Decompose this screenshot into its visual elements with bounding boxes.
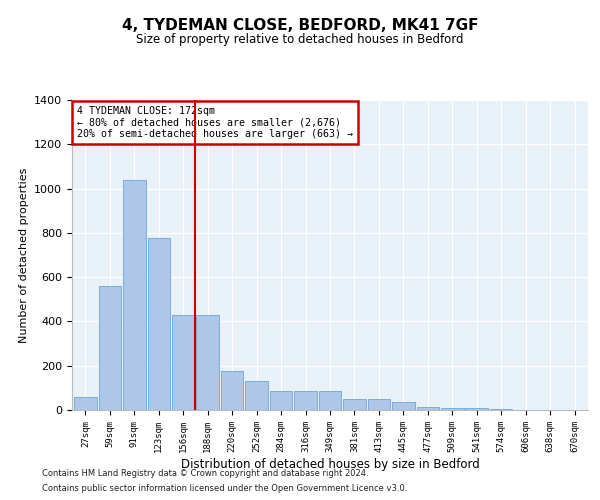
Bar	[490, 409, 512, 410]
Text: Contains HM Land Registry data © Crown copyright and database right 2024.: Contains HM Land Registry data © Crown c…	[42, 469, 368, 478]
Bar	[172, 315, 194, 410]
Bar	[221, 371, 244, 410]
Bar	[294, 391, 317, 410]
Y-axis label: Number of detached properties: Number of detached properties	[19, 168, 29, 342]
Text: Contains public sector information licensed under the Open Government Licence v3: Contains public sector information licen…	[42, 484, 407, 493]
Bar	[196, 315, 219, 410]
Text: Size of property relative to detached houses in Bedford: Size of property relative to detached ho…	[136, 32, 464, 46]
Bar	[270, 391, 292, 410]
Bar	[441, 408, 464, 410]
Bar	[466, 408, 488, 410]
Bar	[392, 402, 415, 410]
Bar	[74, 398, 97, 410]
Bar	[245, 381, 268, 410]
Bar	[343, 399, 366, 410]
Bar	[98, 286, 121, 410]
Bar	[319, 391, 341, 410]
Bar	[123, 180, 146, 410]
Bar	[416, 406, 439, 410]
Text: 4, TYDEMAN CLOSE, BEDFORD, MK41 7GF: 4, TYDEMAN CLOSE, BEDFORD, MK41 7GF	[122, 18, 478, 32]
X-axis label: Distribution of detached houses by size in Bedford: Distribution of detached houses by size …	[181, 458, 479, 470]
Bar	[148, 238, 170, 410]
Bar	[368, 399, 390, 410]
Text: 4 TYDEMAN CLOSE: 172sqm
← 80% of detached houses are smaller (2,676)
20% of semi: 4 TYDEMAN CLOSE: 172sqm ← 80% of detache…	[77, 106, 353, 140]
